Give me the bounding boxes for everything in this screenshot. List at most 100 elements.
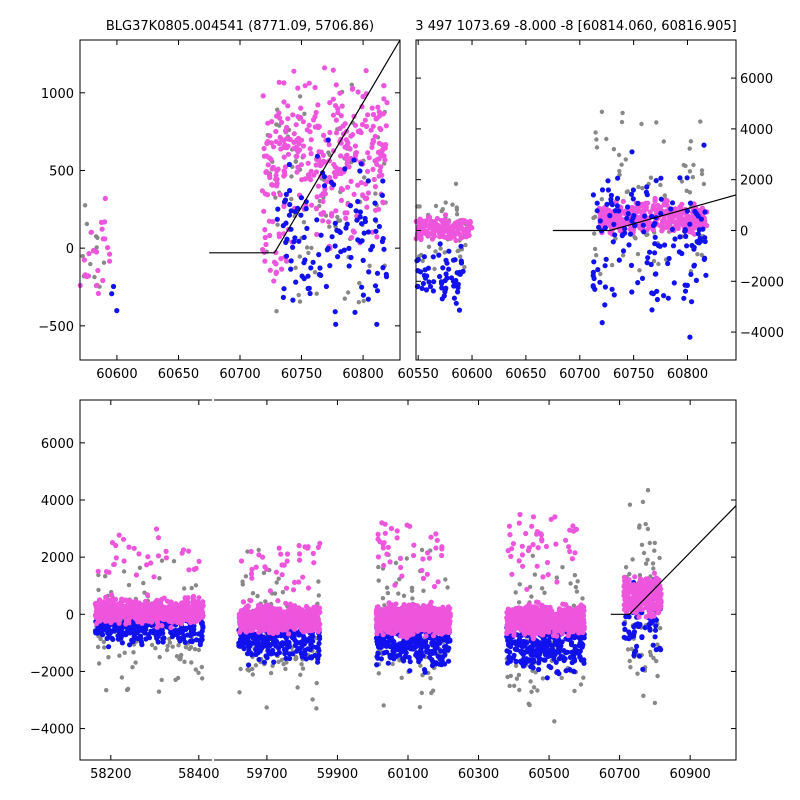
b1-point-1959 [242, 627, 248, 633]
tl-point-516 [305, 273, 311, 279]
tl-point-395 [281, 99, 287, 105]
tr-point-109 [592, 246, 598, 252]
b1-point-629 [315, 659, 321, 665]
tr-point-709 [421, 272, 427, 279]
b0-point-379 [159, 627, 165, 633]
b0-point-63 [121, 569, 127, 574]
tr-point-690 [450, 257, 457, 263]
b0-point-330 [148, 628, 154, 635]
b0-point-345 [176, 635, 182, 641]
b1-point-644 [291, 633, 297, 640]
tl-point-198 [345, 184, 351, 190]
tr-point-852 [607, 213, 613, 219]
b1-point-1184 [531, 658, 537, 665]
tr-point-681 [451, 295, 457, 301]
tl-point-328 [347, 146, 353, 152]
tl-point-403 [363, 68, 369, 74]
b1-point-901 [375, 650, 381, 657]
tr-point-113 [598, 271, 603, 277]
tl-point-501 [374, 321, 380, 327]
b1-point-292 [528, 679, 533, 684]
tl-xtick-label-3: 60750 [281, 367, 322, 382]
b1-point-366 [625, 647, 631, 652]
b1-point-93 [250, 666, 255, 672]
b1-point-1229 [571, 635, 578, 641]
b0-point-91 [165, 643, 170, 649]
b0-point-853 [159, 623, 165, 629]
tl-point-374 [338, 197, 344, 203]
b0-point-348 [115, 633, 121, 639]
tl-point-473 [273, 261, 279, 267]
b1-point-368 [643, 561, 649, 566]
b1-point-333 [651, 566, 656, 571]
tr-point-659 [600, 209, 606, 215]
tr-xtick-label-4: 60750 [613, 367, 654, 382]
tr-point-692 [430, 288, 436, 294]
tr-point-787 [654, 288, 660, 294]
tl-point-563 [361, 230, 367, 236]
b1-point-839 [418, 647, 424, 653]
tr-point-33 [456, 248, 461, 253]
tr-point-766 [662, 242, 668, 248]
tr-point-826 [619, 233, 625, 239]
b1-point-339 [652, 700, 658, 706]
b1-point-174 [399, 675, 404, 680]
b0-point-111 [153, 646, 158, 651]
tl-point-559 [305, 285, 311, 292]
tr-point-732 [622, 226, 628, 232]
tr-point-701 [442, 278, 448, 284]
tr-point-263 [469, 225, 475, 231]
b0-point-301 [115, 627, 121, 634]
b1-point-632 [317, 636, 323, 642]
tr-point-801 [684, 175, 690, 181]
tl-point-407 [320, 198, 326, 204]
b1-point-1232 [572, 647, 578, 653]
b1-point-241 [542, 590, 547, 595]
panel-title-top-left: BLG37K0805.004541 (8771.09, 5706.86) [106, 19, 374, 34]
b1-point-1961 [266, 626, 272, 632]
tl-point-166 [327, 100, 333, 106]
tl-point-530 [351, 157, 357, 163]
b0-point-1053 [100, 612, 106, 618]
tr-point-842 [677, 175, 683, 181]
b1-point-14 [243, 574, 249, 579]
tl-point-121 [95, 267, 101, 274]
b0-point-36 [171, 559, 177, 564]
tl-point-314 [266, 155, 272, 161]
b1-point-905 [433, 660, 439, 666]
tl-point-205 [343, 137, 349, 143]
b1-point-354 [623, 565, 629, 570]
b1-point-1976 [250, 627, 256, 633]
tl-point-525 [318, 232, 324, 238]
tl-point-541 [368, 247, 374, 253]
b1-point-1942 [315, 619, 322, 625]
tl-point-318 [318, 211, 324, 217]
b0-point-5 [200, 676, 205, 681]
tr-point-48 [620, 110, 625, 116]
b1-point-892 [429, 640, 435, 646]
tl-point-440 [321, 132, 327, 138]
tr-point-649 [661, 215, 667, 221]
tl-point-250 [306, 122, 312, 128]
b1-point-1998 [301, 609, 307, 615]
b1-point-277 [580, 596, 585, 601]
tr-point-841 [683, 233, 689, 239]
b0-point-378 [178, 627, 184, 633]
tl-point-405 [377, 149, 383, 155]
tr-point-42 [594, 145, 600, 150]
b1-point-595 [308, 655, 315, 661]
b1-point-278 [514, 676, 520, 681]
tl-point-387 [276, 140, 282, 147]
tl-point-96 [289, 196, 294, 202]
tl-point-15 [293, 265, 298, 270]
tl-point-120 [102, 219, 108, 225]
tl-point-172 [359, 104, 365, 110]
tr-point-5 [426, 244, 432, 249]
tr-point-789 [665, 260, 671, 267]
tl-point-394 [294, 137, 300, 143]
tl-point-447 [376, 156, 382, 162]
b1-point-313 [529, 689, 534, 694]
b0-point-1078 [166, 609, 172, 616]
tr-point-58 [594, 137, 599, 142]
tr-point-843 [691, 262, 698, 268]
